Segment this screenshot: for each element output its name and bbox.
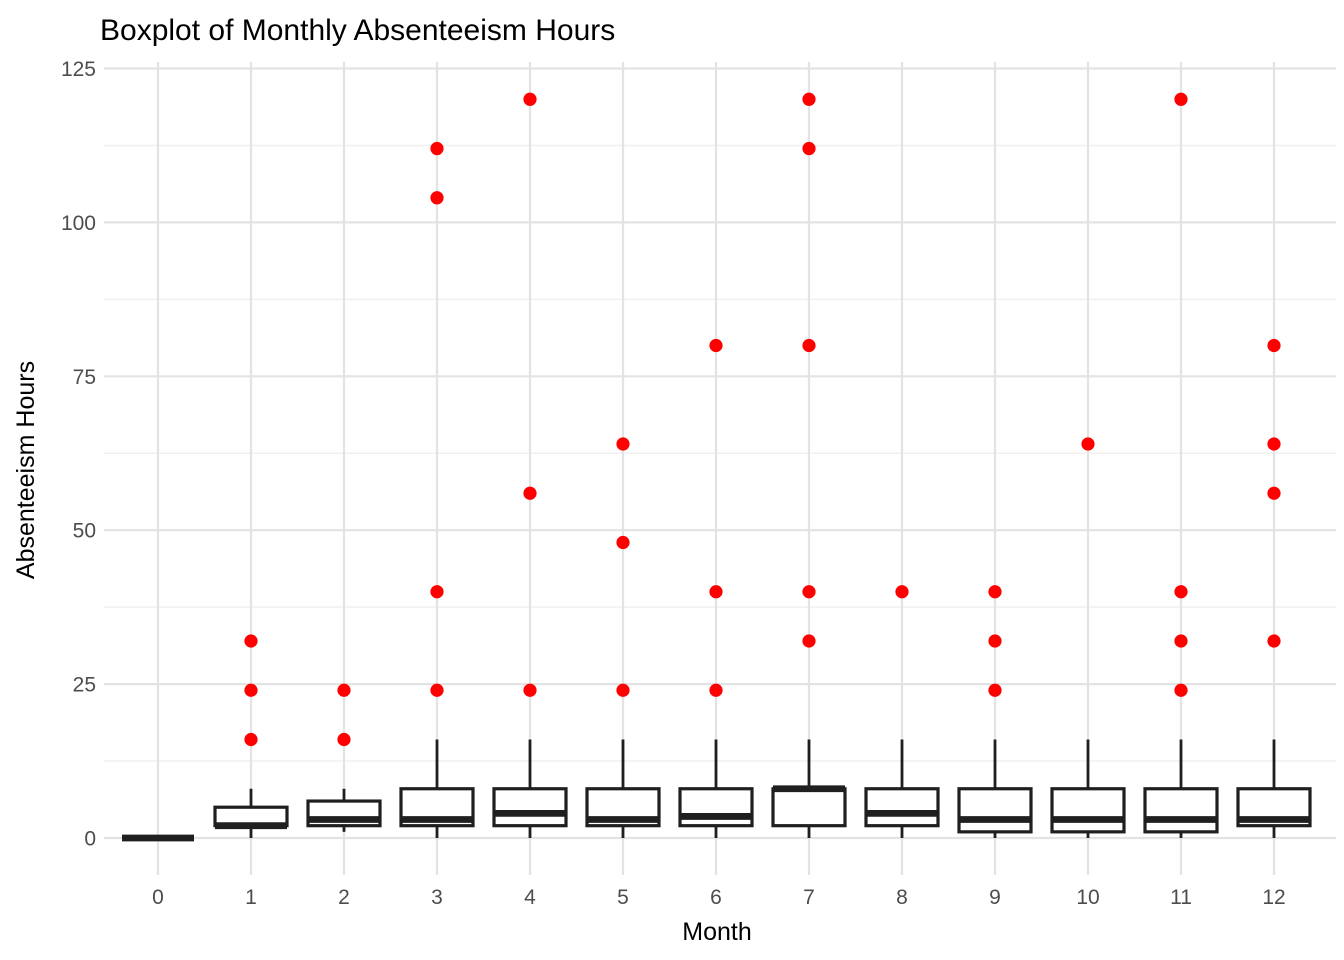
outlier-point-month-3-value-24[interactable] bbox=[430, 683, 444, 697]
y-tick-label-25: 25 bbox=[73, 674, 96, 697]
outlier-point-month-11-value-32[interactable] bbox=[1174, 634, 1188, 648]
outlier-point-month-9-value-32[interactable] bbox=[988, 634, 1002, 648]
gridlines-layer bbox=[104, 62, 1336, 875]
outlier-point-month-5-value-48[interactable] bbox=[616, 535, 630, 550]
outlier-point-month-5-value-64[interactable] bbox=[616, 437, 630, 451]
outlier-point-month-10-value-64[interactable] bbox=[1081, 437, 1095, 451]
y-tick-label-100: 100 bbox=[61, 212, 96, 235]
x-tick-label-7: 7 bbox=[803, 886, 815, 909]
outlier-point-month-7-value-120[interactable] bbox=[802, 92, 816, 106]
box-month-9[interactable] bbox=[957, 787, 1033, 834]
outlier-point-month-7-value-32[interactable] bbox=[802, 634, 816, 648]
x-tick-label-0: 0 bbox=[152, 886, 164, 909]
outlier-point-month-9-value-40[interactable] bbox=[988, 585, 1002, 599]
outlier-point-month-7-value-40[interactable] bbox=[802, 585, 816, 599]
outlier-point-month-12-value-32[interactable] bbox=[1267, 634, 1281, 648]
y-tick-label-75: 75 bbox=[73, 366, 96, 389]
outlier-point-month-11-value-24[interactable] bbox=[1174, 683, 1188, 697]
outlier-point-month-5-value-24[interactable] bbox=[616, 683, 630, 697]
box-month-6[interactable] bbox=[678, 787, 754, 828]
outlier-point-month-2-value-24[interactable] bbox=[337, 683, 351, 697]
x-tick-label-2: 2 bbox=[338, 886, 350, 909]
x-tick-label-10: 10 bbox=[1076, 886, 1099, 909]
box-month-8[interactable] bbox=[864, 787, 940, 828]
x-tick-label-12: 12 bbox=[1262, 886, 1285, 909]
x-tick-label-9: 9 bbox=[989, 886, 1001, 909]
y-tick-label-125: 125 bbox=[61, 58, 96, 81]
outlier-point-month-6-value-40[interactable] bbox=[709, 585, 723, 599]
outlier-point-month-6-value-24[interactable] bbox=[709, 683, 723, 697]
boxes-layer bbox=[122, 739, 1312, 842]
x-tick-label-6: 6 bbox=[710, 886, 722, 909]
outlier-point-month-2-value-16[interactable] bbox=[337, 732, 351, 747]
y-tick-label-50: 50 bbox=[73, 520, 96, 543]
outlier-point-month-4-value-24[interactable] bbox=[523, 683, 537, 697]
x-tick-label-3: 3 bbox=[431, 886, 443, 909]
y-tick-label-0: 0 bbox=[84, 828, 96, 851]
x-tick-label-4: 4 bbox=[524, 886, 536, 909]
x-tick-label-5: 5 bbox=[617, 886, 629, 909]
outlier-points-layer bbox=[244, 92, 1281, 747]
outlier-point-month-12-value-64[interactable] bbox=[1267, 437, 1281, 451]
box-month-7[interactable] bbox=[771, 787, 847, 828]
x-tick-label-1: 1 bbox=[245, 886, 257, 909]
outlier-point-month-7-value-80[interactable] bbox=[802, 338, 816, 353]
outlier-point-month-1-value-32[interactable] bbox=[244, 634, 258, 648]
outlier-point-month-7-value-112[interactable] bbox=[802, 141, 816, 156]
box-month-4[interactable] bbox=[492, 787, 568, 828]
outlier-point-month-4-value-56[interactable] bbox=[523, 486, 537, 500]
outlier-point-month-11-value-120[interactable] bbox=[1174, 92, 1188, 106]
x-tick-label-8: 8 bbox=[896, 886, 908, 909]
box-month-10[interactable] bbox=[1050, 787, 1126, 834]
outlier-point-month-1-value-24[interactable] bbox=[244, 683, 258, 697]
outlier-point-month-3-value-40[interactable] bbox=[430, 585, 444, 599]
x-axis-title: Month bbox=[682, 918, 751, 946]
outlier-point-month-11-value-40[interactable] bbox=[1174, 585, 1188, 599]
outlier-point-month-12-value-80[interactable] bbox=[1267, 338, 1281, 353]
outlier-point-month-8-value-40[interactable] bbox=[895, 585, 909, 599]
y-axis-title: Absenteeism Hours bbox=[12, 361, 40, 579]
box-month-11[interactable] bbox=[1143, 787, 1219, 834]
x-tick-labels: 0 1 2 3 4 5 6 7 8 9 10 11 12 bbox=[152, 886, 1286, 909]
chart-title: Boxplot of Monthly Absenteeism Hours bbox=[100, 14, 615, 47]
outlier-point-month-9-value-24[interactable] bbox=[988, 683, 1002, 697]
y-tick-labels: 0 25 50 75 100 125 bbox=[61, 58, 96, 851]
x-tick-label-11: 11 bbox=[1170, 886, 1192, 909]
outlier-point-month-3-value-104[interactable] bbox=[430, 191, 444, 205]
outlier-point-month-3-value-112[interactable] bbox=[430, 141, 444, 156]
outlier-point-month-4-value-120[interactable] bbox=[523, 92, 537, 106]
outlier-point-month-1-value-16[interactable] bbox=[244, 732, 258, 747]
outlier-point-month-12-value-56[interactable] bbox=[1267, 486, 1281, 500]
outlier-point-month-6-value-80[interactable] bbox=[709, 338, 723, 353]
